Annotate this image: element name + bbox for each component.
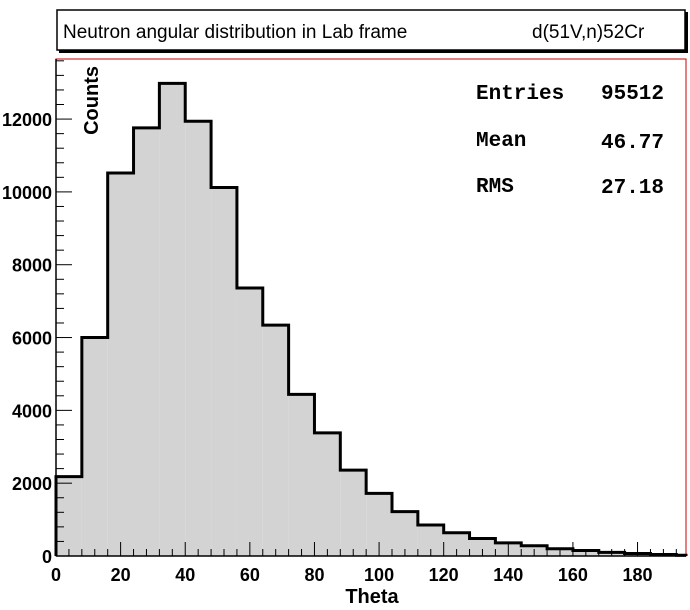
chart-title: Neutron angular distribution in Lab fram… [63, 22, 407, 43]
histogram-bin [185, 121, 212, 556]
y-tick-label: 2000 [12, 474, 52, 494]
y-tick-label: 10000 [2, 183, 52, 203]
histogram-bin [56, 476, 82, 556]
x-tick-label: 100 [364, 565, 394, 585]
x-tick-label: 180 [623, 565, 653, 585]
y-axis-title: Counts [81, 66, 103, 135]
stats-rms-label: RMS [476, 176, 514, 199]
x-tick-label: 20 [111, 565, 131, 585]
y-tick-label: 4000 [12, 401, 52, 421]
stats-entries-label: Entries [476, 83, 564, 106]
x-tick-label: 80 [304, 565, 324, 585]
y-tick-label: 0 [42, 547, 52, 567]
stats-entries-value: 95512 [601, 83, 664, 106]
histogram-bars [56, 83, 686, 557]
axis-ticks: 0 20 40 60 80 100 120 140 160 180 0 2000 4000 6000 800… [2, 60, 677, 585]
y-tick-label: 8000 [12, 256, 52, 276]
histogram-bin [314, 432, 341, 556]
stats-mean-value: 46.77 [601, 132, 664, 155]
x-tick-label: 0 [51, 565, 61, 585]
y-tick-label: 6000 [12, 329, 52, 349]
histogram-bin [443, 532, 470, 556]
x-axis-title: Theta [345, 586, 399, 608]
histogram-bin [211, 187, 237, 556]
histogram-bin [133, 127, 160, 557]
x-tick-label: 120 [429, 565, 459, 585]
histogram-bin [107, 172, 134, 556]
histogram-bin [392, 511, 418, 556]
stats-rms-value: 27.18 [601, 177, 664, 200]
y-tick-label: 12000 [2, 110, 52, 130]
histogram-bin [81, 337, 108, 556]
x-tick-label: 40 [175, 565, 195, 585]
title-box: Neutron angular distribution in Lab fram… [56, 9, 688, 53]
histogram-bin [159, 83, 186, 557]
histogram-bin [469, 538, 496, 556]
stats-box: Entries 95512 Mean 46.77 RMS 27.18 [476, 83, 664, 200]
x-tick-label: 60 [240, 565, 260, 585]
x-tick-label: 140 [493, 565, 523, 585]
histogram-bin [236, 288, 263, 556]
x-tick-label: 160 [558, 565, 588, 585]
histogram-bin [288, 394, 315, 556]
stats-mean-label: Mean [476, 130, 526, 153]
reaction-label: d(51V,n)52Cr [532, 22, 645, 43]
histogram-bin [262, 325, 289, 556]
histogram-bin [340, 470, 367, 556]
